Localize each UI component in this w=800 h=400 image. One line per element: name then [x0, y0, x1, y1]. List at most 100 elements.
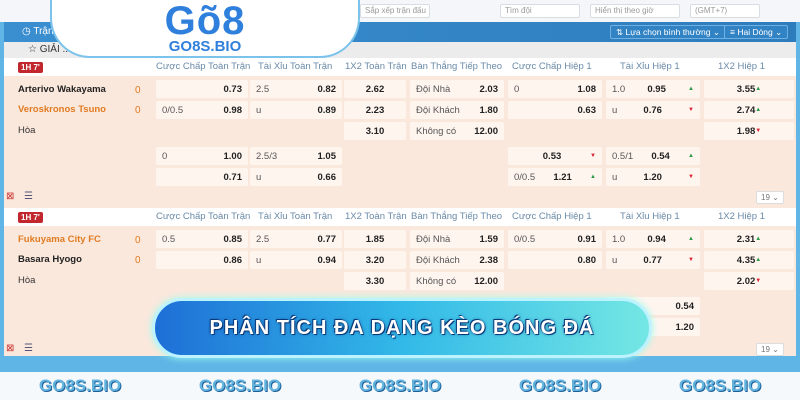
odds-up-icon: ▲: [755, 86, 762, 92]
team-score: 0: [135, 105, 141, 116]
odds-cell[interactable]: 0.63: [508, 101, 602, 119]
watermark: GO8S.BIO: [198, 376, 282, 395]
odds-cell[interactable]: 3.20: [344, 251, 406, 269]
odds-cell[interactable]: 2.31 ▲: [704, 230, 794, 248]
team-score: 0: [135, 85, 141, 96]
odds-cell[interactable]: Đội Khách 1.80: [410, 101, 504, 119]
team-name[interactable]: Veroskronos Tsuno: [18, 104, 106, 115]
more-bets-select[interactable]: 19 ⌄: [756, 343, 784, 356]
odds-up-icon: ▲: [590, 174, 596, 180]
list-icon[interactable]: ☰: [24, 191, 33, 202]
odds-cell[interactable]: 2.5/3 1.05: [250, 147, 342, 165]
odds-cell[interactable]: 2.5 0.82: [250, 80, 342, 98]
menu-icon: ≡: [730, 27, 738, 37]
column-header: Tài Xỉu Hiệp 1: [620, 211, 680, 222]
column-header: 1X2 Hiệp 1: [718, 211, 766, 222]
odds-cell[interactable]: 0.53 ▼: [508, 147, 602, 165]
live-time-badge: 1H 7': [18, 212, 43, 223]
watermark: GO8S.BIO: [358, 376, 442, 395]
list-icon[interactable]: ☰: [24, 343, 33, 354]
option-select[interactable]: ⇅ Lựa chọn bình thường ⌄: [610, 25, 726, 39]
odds-cell[interactable]: u 0.89: [250, 101, 342, 119]
odds-cell[interactable]: 0.86: [156, 251, 248, 269]
display-select[interactable]: Hiển thị theo giờ: [590, 4, 680, 18]
sort-input[interactable]: Sắp xếp trận đấu: [360, 4, 430, 18]
odds-up-icon: ▲: [688, 236, 694, 242]
more-bets-select[interactable]: 19 ⌄: [756, 191, 784, 204]
odds-down-icon: ▼: [755, 278, 762, 284]
draw-label: Hòa: [18, 275, 36, 286]
odds-cell[interactable]: u 0.66: [250, 168, 342, 186]
odds-down-icon: ▼: [688, 174, 694, 180]
team-name[interactable]: Arterivo Wakayama: [18, 84, 106, 95]
odds-cell[interactable]: 0.5 0.85: [156, 230, 248, 248]
stats-icon[interactable]: ⊠: [6, 343, 15, 354]
column-header: 1X2 Hiệp 1: [718, 61, 766, 72]
odds-cell[interactable]: Không có 12.00: [410, 272, 504, 290]
match-panel: 1H 7' Cược Chấp Toàn Trận Tài Xỉu Toàn Trậ…: [4, 58, 796, 208]
odds-cell[interactable]: 1.0 0.94 ▲: [606, 230, 700, 248]
odds-cell[interactable]: 0 1.00: [156, 147, 248, 165]
odds-cell[interactable]: Đội Nhà 1.59: [410, 230, 504, 248]
column-header: Cược Chấp Hiệp 1: [512, 211, 592, 222]
watermark-strip: GO8S.BIO GO8S.BIO GO8S.BIO GO8S.BIO GO8S…: [0, 372, 800, 400]
odds-cell[interactable]: Đội Nhà 2.03: [410, 80, 504, 98]
odds-cell[interactable]: Đội Khách 2.38: [410, 251, 504, 269]
odds-cell[interactable]: 1.98 ▼: [704, 122, 794, 140]
watermark: GO8S.BIO: [38, 376, 122, 395]
team-name[interactable]: Fukuyama City FC: [18, 234, 101, 245]
team-score: 0: [135, 255, 141, 266]
odds-cell[interactable]: 2.5 0.77: [250, 230, 342, 248]
odds-cell[interactable]: 0.5/1 0.54 ▲: [606, 147, 700, 165]
odds-down-icon: ▼: [755, 128, 762, 134]
column-header: Tài Xỉu Toàn Trận: [258, 211, 333, 222]
odds-up-icon: ▲: [755, 107, 762, 113]
odds-cell[interactable]: 0.73: [156, 80, 248, 98]
odds-cell[interactable]: 0.71: [156, 168, 248, 186]
odds-cell[interactable]: 0 1.08: [508, 80, 602, 98]
odds-cell[interactable]: 0/0.5 0.98: [156, 101, 248, 119]
column-header: Cược Chấp Toàn Trận: [156, 211, 251, 222]
odds-cell[interactable]: 2.02 ▼: [704, 272, 794, 290]
column-header: 1X2 Toàn Trận: [345, 211, 407, 222]
match-header: [4, 58, 796, 76]
match-header: [4, 208, 796, 226]
odds-cell[interactable]: 2.62: [344, 80, 406, 98]
odds-cell[interactable]: u 0.76 ▼: [606, 101, 700, 119]
odds-cell[interactable]: 3.30: [344, 272, 406, 290]
odds-cell[interactable]: 2.74 ▲: [704, 101, 794, 119]
watermark: GO8S.BIO: [518, 376, 602, 395]
odds-cell[interactable]: 2.23: [344, 101, 406, 119]
team-score: 0: [135, 235, 141, 246]
column-header: Tài Xỉu Toàn Trận: [258, 61, 333, 72]
odds-cell[interactable]: 0/0.5 1.21 ▲: [508, 168, 602, 186]
odds-cell[interactable]: u 0.77 ▼: [606, 251, 700, 269]
odds-down-icon: ▼: [590, 153, 596, 159]
odds-cell[interactable]: Không có 12.00: [410, 122, 504, 140]
column-header: Cược Chấp Hiệp 1: [512, 61, 592, 72]
odds-cell[interactable]: 3.55 ▲: [704, 80, 794, 98]
column-header: Tài Xỉu Hiệp 1: [620, 61, 680, 72]
odds-down-icon: ▼: [688, 107, 694, 113]
column-header: Cược Chấp Toàn Trận: [156, 61, 251, 72]
team-name[interactable]: Basara Hyogo: [18, 254, 82, 265]
clock-icon: ◷: [22, 26, 34, 37]
logo: Gõ8 GO8S.BIO: [50, 0, 360, 58]
odds-cell[interactable]: 1.0 0.95 ▲: [606, 80, 700, 98]
odds-cell[interactable]: u 0.94: [250, 251, 342, 269]
odds-cell[interactable]: 0.80: [508, 251, 602, 269]
odds-cell[interactable]: u 1.20 ▼: [606, 168, 700, 186]
lines-select[interactable]: ≡ Hai Dòng ⌄: [724, 25, 789, 39]
team-search-input[interactable]: Tìm đội: [500, 4, 580, 18]
star-icon[interactable]: ☆: [28, 44, 40, 55]
timezone-select[interactable]: (GMT+7): [690, 4, 760, 18]
odds-cell[interactable]: 0/0.5 0.91: [508, 230, 602, 248]
odds-cell[interactable]: 1.85: [344, 230, 406, 248]
stats-icon[interactable]: ⊠: [6, 191, 15, 202]
odds-cell[interactable]: 4.35 ▲: [704, 251, 794, 269]
odds-up-icon: ▲: [688, 153, 694, 159]
column-header: Bàn Thắng Tiếp Theo: [411, 61, 503, 72]
column-header: Bàn Thắng Tiếp Theo: [411, 211, 503, 222]
live-time-badge: 1H 7': [18, 62, 43, 73]
odds-cell[interactable]: 3.10: [344, 122, 406, 140]
